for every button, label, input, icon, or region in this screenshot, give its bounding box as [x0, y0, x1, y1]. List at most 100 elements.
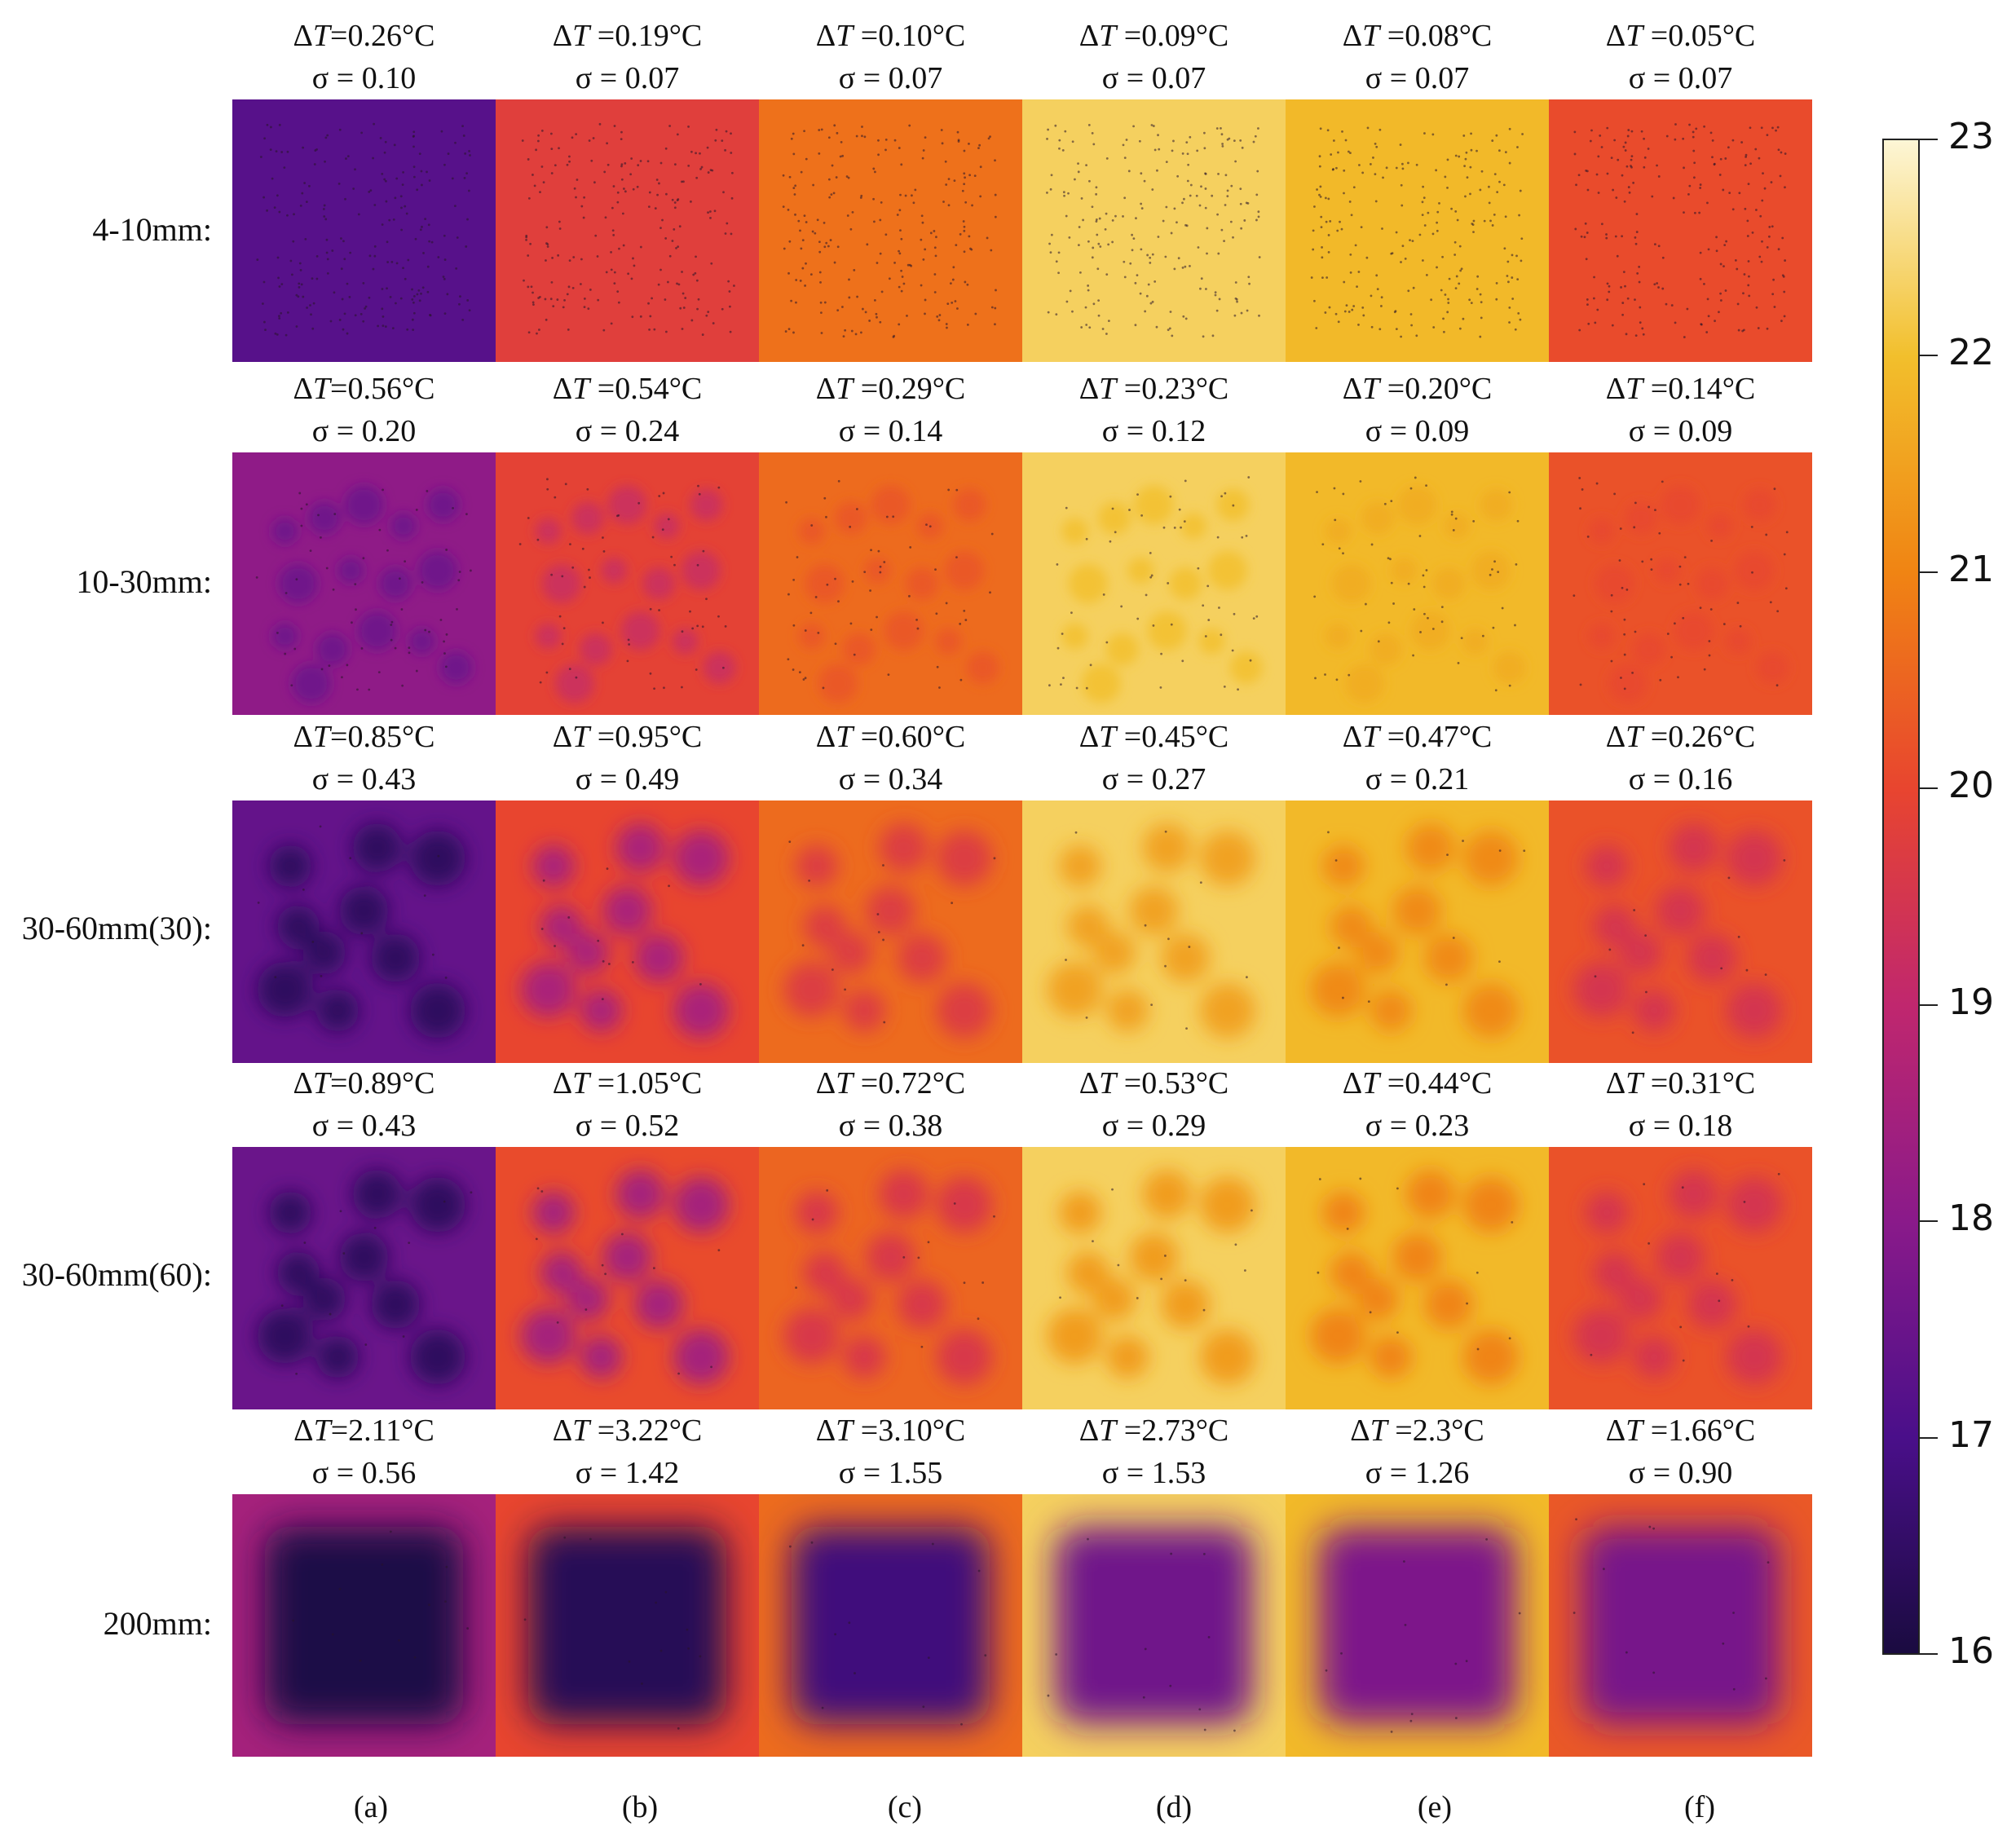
hole-dot: [1755, 306, 1758, 309]
cold-spot: [906, 567, 939, 600]
heatmap-svg: [759, 801, 1022, 1063]
cold-spot: [1706, 513, 1733, 540]
hole-dot: [861, 126, 863, 128]
hole-dot: [705, 598, 708, 601]
hole-dot: [696, 563, 699, 567]
hole-dot: [545, 671, 549, 674]
hole-dot: [787, 209, 790, 211]
hole-dot: [819, 311, 823, 315]
hole-dot: [1583, 236, 1586, 239]
hole-dot: [1758, 157, 1761, 160]
hole-dot: [550, 573, 554, 576]
cold-region: [792, 1527, 990, 1724]
hole-dot: [830, 193, 833, 196]
hole-dot: [377, 671, 381, 674]
heatmap-svg: [1549, 99, 1812, 362]
hole-dot: [1334, 312, 1338, 315]
hole-dot: [792, 187, 796, 190]
hole-dot: [1181, 659, 1184, 663]
hole-dot: [668, 125, 671, 127]
hole-dot: [1123, 276, 1127, 279]
cold-spot: [1471, 550, 1511, 590]
hole-dot: [567, 285, 571, 289]
hole-dot: [1316, 188, 1318, 191]
hole-dot: [1065, 506, 1068, 509]
hole-dot: [665, 192, 668, 196]
hole-dot: [1453, 254, 1457, 256]
hole-dot: [1643, 137, 1645, 140]
hole-dot: [818, 271, 822, 274]
hole-dot: [465, 172, 468, 175]
hole-dot: [1732, 1612, 1735, 1614]
hole-dot: [1214, 293, 1217, 297]
hole-dot: [957, 140, 960, 143]
hole-dot: [1692, 130, 1695, 134]
hole-dot: [1470, 132, 1472, 135]
hole-dot: [1255, 615, 1259, 618]
cold-spot: [783, 1308, 840, 1364]
hole-dot: [681, 686, 683, 689]
hole-dot: [1722, 188, 1725, 192]
hole-dot: [1635, 213, 1639, 215]
hole-dot: [1520, 259, 1523, 262]
hole-dot: [970, 248, 973, 251]
hole-dot: [1189, 265, 1191, 267]
hole-dot: [428, 630, 430, 633]
hole-dot: [1436, 221, 1439, 224]
hole-dot: [355, 608, 357, 611]
hole-dot: [1123, 260, 1126, 263]
hole-dot: [900, 237, 903, 240]
hole-dot: [1088, 326, 1092, 329]
hole-dot: [304, 237, 307, 240]
hole-dot: [592, 137, 595, 139]
hole-dot: [1401, 162, 1404, 165]
hole-dot: [1620, 677, 1622, 679]
hole-dot: [929, 525, 932, 528]
hole-dot: [989, 135, 991, 139]
hole-dot: [853, 269, 856, 271]
hole-dot: [628, 643, 631, 646]
hole-dot: [437, 854, 440, 858]
hole-dot: [602, 549, 606, 553]
cold-spot: [798, 623, 825, 650]
hole-dot: [1349, 152, 1352, 154]
hole-dot: [933, 230, 936, 232]
hole-dot: [1075, 686, 1078, 690]
hole-dot: [1087, 1537, 1089, 1541]
hole-dot: [1469, 192, 1471, 196]
hole-dot: [1458, 282, 1461, 285]
hole-dot: [1628, 191, 1631, 194]
hole-dot: [276, 632, 279, 634]
hole-dot: [833, 261, 836, 264]
hole-dot: [630, 157, 633, 160]
cold-spot: [607, 485, 647, 525]
hole-dot: [601, 1264, 604, 1267]
hole-dot: [1440, 289, 1443, 292]
sigma-label: σ = 0.09: [1628, 414, 1733, 448]
hole-dot: [681, 630, 684, 633]
hole-dot: [527, 517, 530, 519]
hole-dot: [1245, 201, 1248, 205]
hole-dot: [1589, 139, 1592, 143]
heatmap-panel: [1286, 452, 1549, 715]
hole-dot: [411, 298, 414, 301]
hole-dot: [800, 170, 803, 174]
hole-dot: [1422, 574, 1425, 577]
cold-spot: [642, 567, 676, 600]
hole-dot: [369, 189, 373, 192]
heatmap-svg: [1549, 801, 1812, 1063]
hole-dot: [809, 611, 813, 615]
heatmap-svg: [232, 452, 496, 715]
cold-spot: [257, 961, 313, 1017]
hole-dot: [782, 205, 785, 209]
cold-spots: [1573, 823, 1782, 1039]
hole-dot: [1220, 127, 1222, 130]
hole-dot: [687, 164, 690, 167]
hole-dot: [1454, 154, 1458, 157]
hole-dot: [1096, 267, 1100, 271]
hole-dot: [610, 322, 613, 325]
cold-spot: [1199, 1176, 1255, 1233]
hole-dot: [702, 549, 705, 553]
hole-dot: [465, 245, 468, 248]
sigma-label: σ = 0.34: [838, 762, 943, 796]
